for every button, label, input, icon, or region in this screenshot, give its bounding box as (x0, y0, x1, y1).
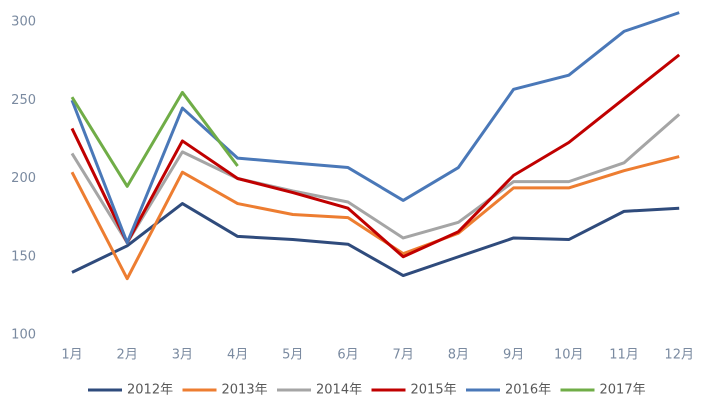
line-series (70, 90, 239, 188)
line-series (70, 113, 681, 245)
x-tick-label: 9月 (503, 348, 524, 363)
x-tick-label: 11月 (609, 348, 639, 363)
legend-label: 2017年 (600, 383, 646, 398)
legend-label: 2013年 (222, 383, 268, 398)
x-tick-label: 8月 (448, 348, 469, 363)
x-tick-label: 1月 (61, 348, 82, 363)
x-tick-label: 5月 (282, 348, 303, 363)
x-tick-label: 6月 (337, 348, 358, 363)
y-tick-label: 150 (11, 249, 36, 264)
line-series (70, 11, 680, 245)
y-tick-label: 300 (11, 15, 36, 30)
x-tick-label: 7月 (393, 348, 414, 363)
line-series (71, 202, 680, 278)
x-tick-label: 10月 (554, 348, 584, 363)
y-tick-label: 250 (11, 93, 36, 108)
x-tick-label: 12月 (664, 348, 694, 363)
y-tick-label: 200 (11, 171, 36, 186)
legend-label: 2012年 (127, 383, 173, 398)
line-series (70, 155, 680, 281)
x-tick-label: 3月 (172, 348, 193, 363)
legend-label: 2014年 (316, 383, 362, 398)
legend-label: 2016年 (505, 383, 551, 398)
x-tick-label: 2月 (117, 348, 138, 363)
line-series (70, 53, 681, 259)
legend-label: 2015年 (411, 383, 457, 398)
x-tick-label: 4月 (227, 348, 248, 363)
y-tick-label: 100 (11, 328, 36, 343)
